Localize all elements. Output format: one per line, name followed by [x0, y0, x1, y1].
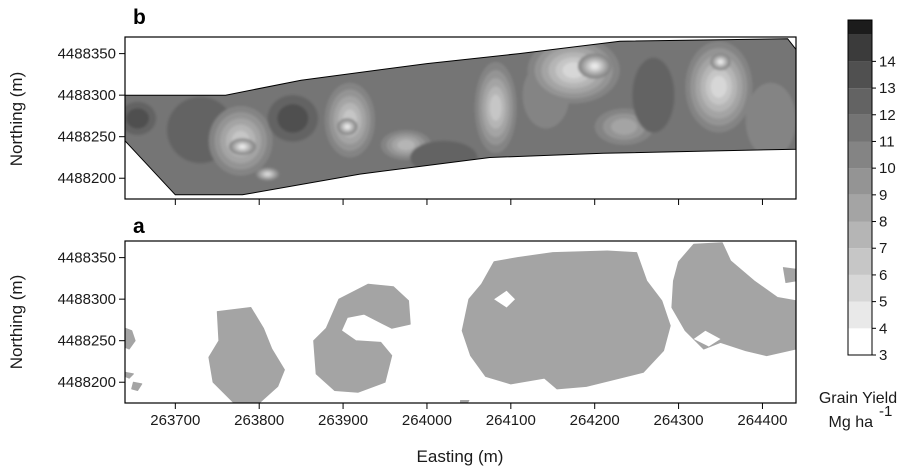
colorbar-tick-label: 13: [879, 80, 896, 97]
x-axis-title: Easting (m): [417, 447, 504, 466]
panel-b-x-axis: [174, 199, 763, 205]
colorbar-swatch: [848, 301, 872, 329]
colorbar-swatch: [848, 328, 872, 355]
colorbar-swatch: [848, 141, 872, 169]
management-zone: [125, 371, 134, 379]
y-tick-label: 4488200: [58, 170, 116, 187]
yield-contour: [345, 125, 350, 129]
yield-contour: [632, 57, 675, 133]
yield-contour: [397, 139, 415, 151]
management-zone: [313, 283, 411, 393]
colorbar-swatch: [848, 194, 872, 222]
colorbar-frame: [847, 19, 873, 356]
panel-b-letter: b: [133, 6, 146, 29]
x-tick-label: 264400: [737, 412, 787, 429]
colorbar-tick-label: 12: [879, 107, 896, 124]
colorbar-title: Grain Yield: [819, 390, 897, 407]
colorbar-tick-label: 14: [879, 53, 896, 70]
x-tick-label: 263900: [318, 412, 368, 429]
colorbar-tick-label: 3: [879, 347, 887, 364]
colorbar-swatch: [848, 221, 872, 249]
panel-b: b 4488200 4488250 4488300 4488350 Northing …: [7, 6, 797, 205]
y-tick-label: 4488200: [58, 374, 116, 391]
panel-a-y-axis: 4488200 4488250 4488300 4488350: [58, 250, 125, 391]
yield-contour: [710, 75, 727, 98]
colorbar-tick-label: 11: [879, 133, 895, 150]
colorbar-swatch: [848, 34, 872, 62]
colorbar-swatch: [848, 248, 872, 275]
y-tick-label: 4488300: [58, 87, 116, 104]
x-tick-label: 263700: [150, 412, 200, 429]
management-zone: [125, 327, 136, 350]
colorbar-swatch: [848, 168, 872, 195]
panel-b-y-axis-title: Northing (m): [7, 72, 26, 166]
management-zone: [671, 242, 796, 357]
yield-contour: [718, 60, 723, 64]
panel-b-y-axis: 4488200 4488250 4488300 4488350: [58, 46, 125, 187]
x-tick-label: 264300: [654, 412, 704, 429]
panel-a-frame: [124, 240, 797, 404]
colorbar-tick-label: 8: [879, 214, 887, 231]
yield-contour: [591, 63, 599, 69]
yield-contour: [277, 104, 309, 133]
management-zone: [461, 250, 671, 390]
panel-a-management-zones: [125, 242, 796, 403]
colorbar-tick-label: 4: [879, 320, 887, 337]
zone-hole: [693, 330, 721, 347]
management-zone: [782, 267, 796, 283]
yield-contour: [239, 145, 246, 149]
panel-a-y-axis-title: Northing (m): [7, 275, 26, 369]
colorbar: 3 4 5 6 7 8 9 10 11 12 13 14 Grain Yield Mg ha -1: [819, 19, 897, 431]
yield-contour: [126, 108, 149, 129]
panel-b-yield-surface: [125, 38, 796, 196]
panel-a-letter: a: [133, 215, 145, 238]
colorbar-swatches: [848, 20, 872, 355]
colorbar-tick-label: 6: [879, 267, 887, 284]
y-tick-label: 4488350: [58, 46, 116, 63]
x-tick-label: 264100: [486, 412, 536, 429]
x-tick-label: 264000: [402, 412, 452, 429]
yield-contour: [745, 82, 796, 158]
x-tick-label: 263800: [234, 412, 284, 429]
colorbar-tick-label: 9: [879, 187, 887, 204]
y-tick-label: 4488300: [58, 291, 116, 308]
management-zone: [460, 400, 470, 403]
field-boundary: [125, 38, 796, 196]
zone-hole: [494, 290, 515, 308]
colorbar-labels: 3 4 5 6 7 8 9 10 11 12 13 14: [872, 53, 896, 364]
y-tick-label: 4488250: [58, 333, 116, 350]
colorbar-unit: Mg ha: [829, 414, 874, 431]
colorbar-swatch: [848, 114, 872, 142]
x-tick-label: 264200: [570, 412, 620, 429]
colorbar-tick-label: 7: [879, 240, 887, 257]
y-tick-label: 4488250: [58, 129, 116, 146]
management-zone: [208, 307, 285, 403]
panel-b-frame: [124, 36, 797, 200]
colorbar-unit-exponent: -1: [879, 403, 892, 420]
yield-contours: [125, 38, 796, 195]
colorbar-tick-label: 10: [879, 160, 896, 177]
colorbar-swatch: [848, 88, 872, 115]
colorbar-swatch: [848, 20, 872, 35]
y-tick-label: 4488350: [58, 250, 116, 267]
colorbar-tick-label: 5: [879, 294, 887, 311]
colorbar-swatch: [848, 61, 872, 89]
management-zone: [131, 381, 143, 391]
panel-a-x-axis: 263700 263800 263900 264000 264100 264200 2643…: [150, 403, 787, 429]
yield-contour: [410, 140, 478, 175]
colorbar-swatch: [848, 274, 872, 302]
yield-contour: [489, 94, 502, 121]
yield-contour: [611, 118, 638, 135]
yield-contour: [264, 172, 271, 176]
